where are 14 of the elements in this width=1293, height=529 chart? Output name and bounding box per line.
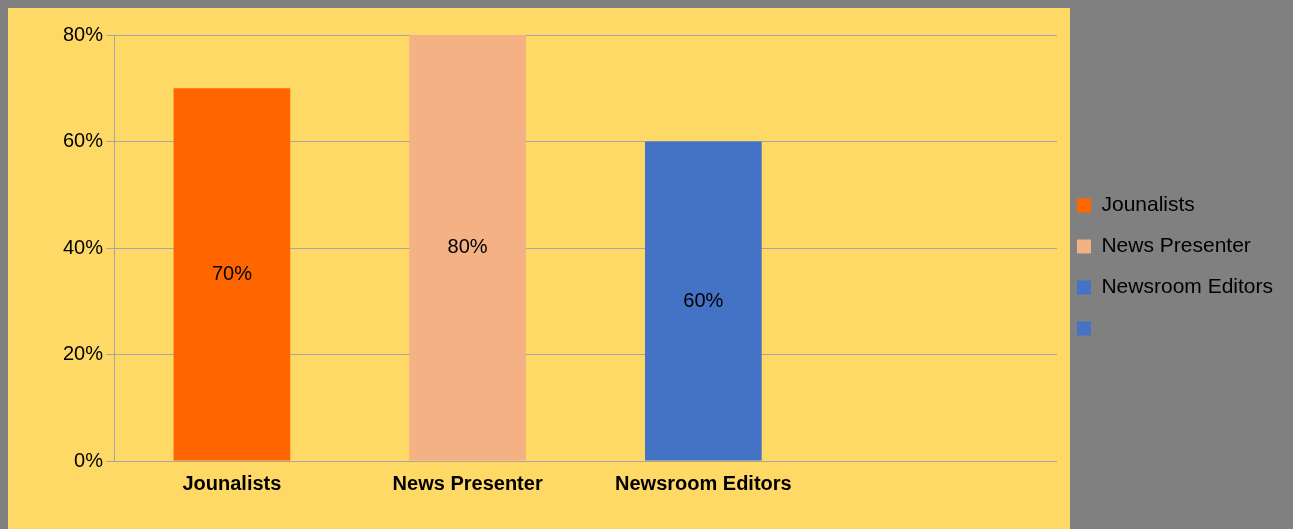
y-tick-label: 40% [63, 235, 104, 258]
y-tick-label: 60% [63, 129, 104, 152]
y-tick-label: 0% [74, 448, 104, 471]
legend-label: Jounalists [1101, 192, 1195, 216]
x-tick-label: Newsroom Editors [615, 471, 792, 494]
data-label: 70% [211, 261, 253, 284]
data-label: 80% [447, 235, 488, 258]
data-label: 60% [683, 288, 724, 311]
legend-label: News Presenter [1101, 233, 1251, 257]
y-tick-label: 80% [63, 22, 104, 45]
y-tick-label: 20% [63, 342, 104, 365]
x-tick-label: News Presenter [392, 471, 543, 494]
legend-label: Newsroom Editors [1101, 274, 1274, 298]
x-tick-label: Jounalists [182, 471, 282, 494]
